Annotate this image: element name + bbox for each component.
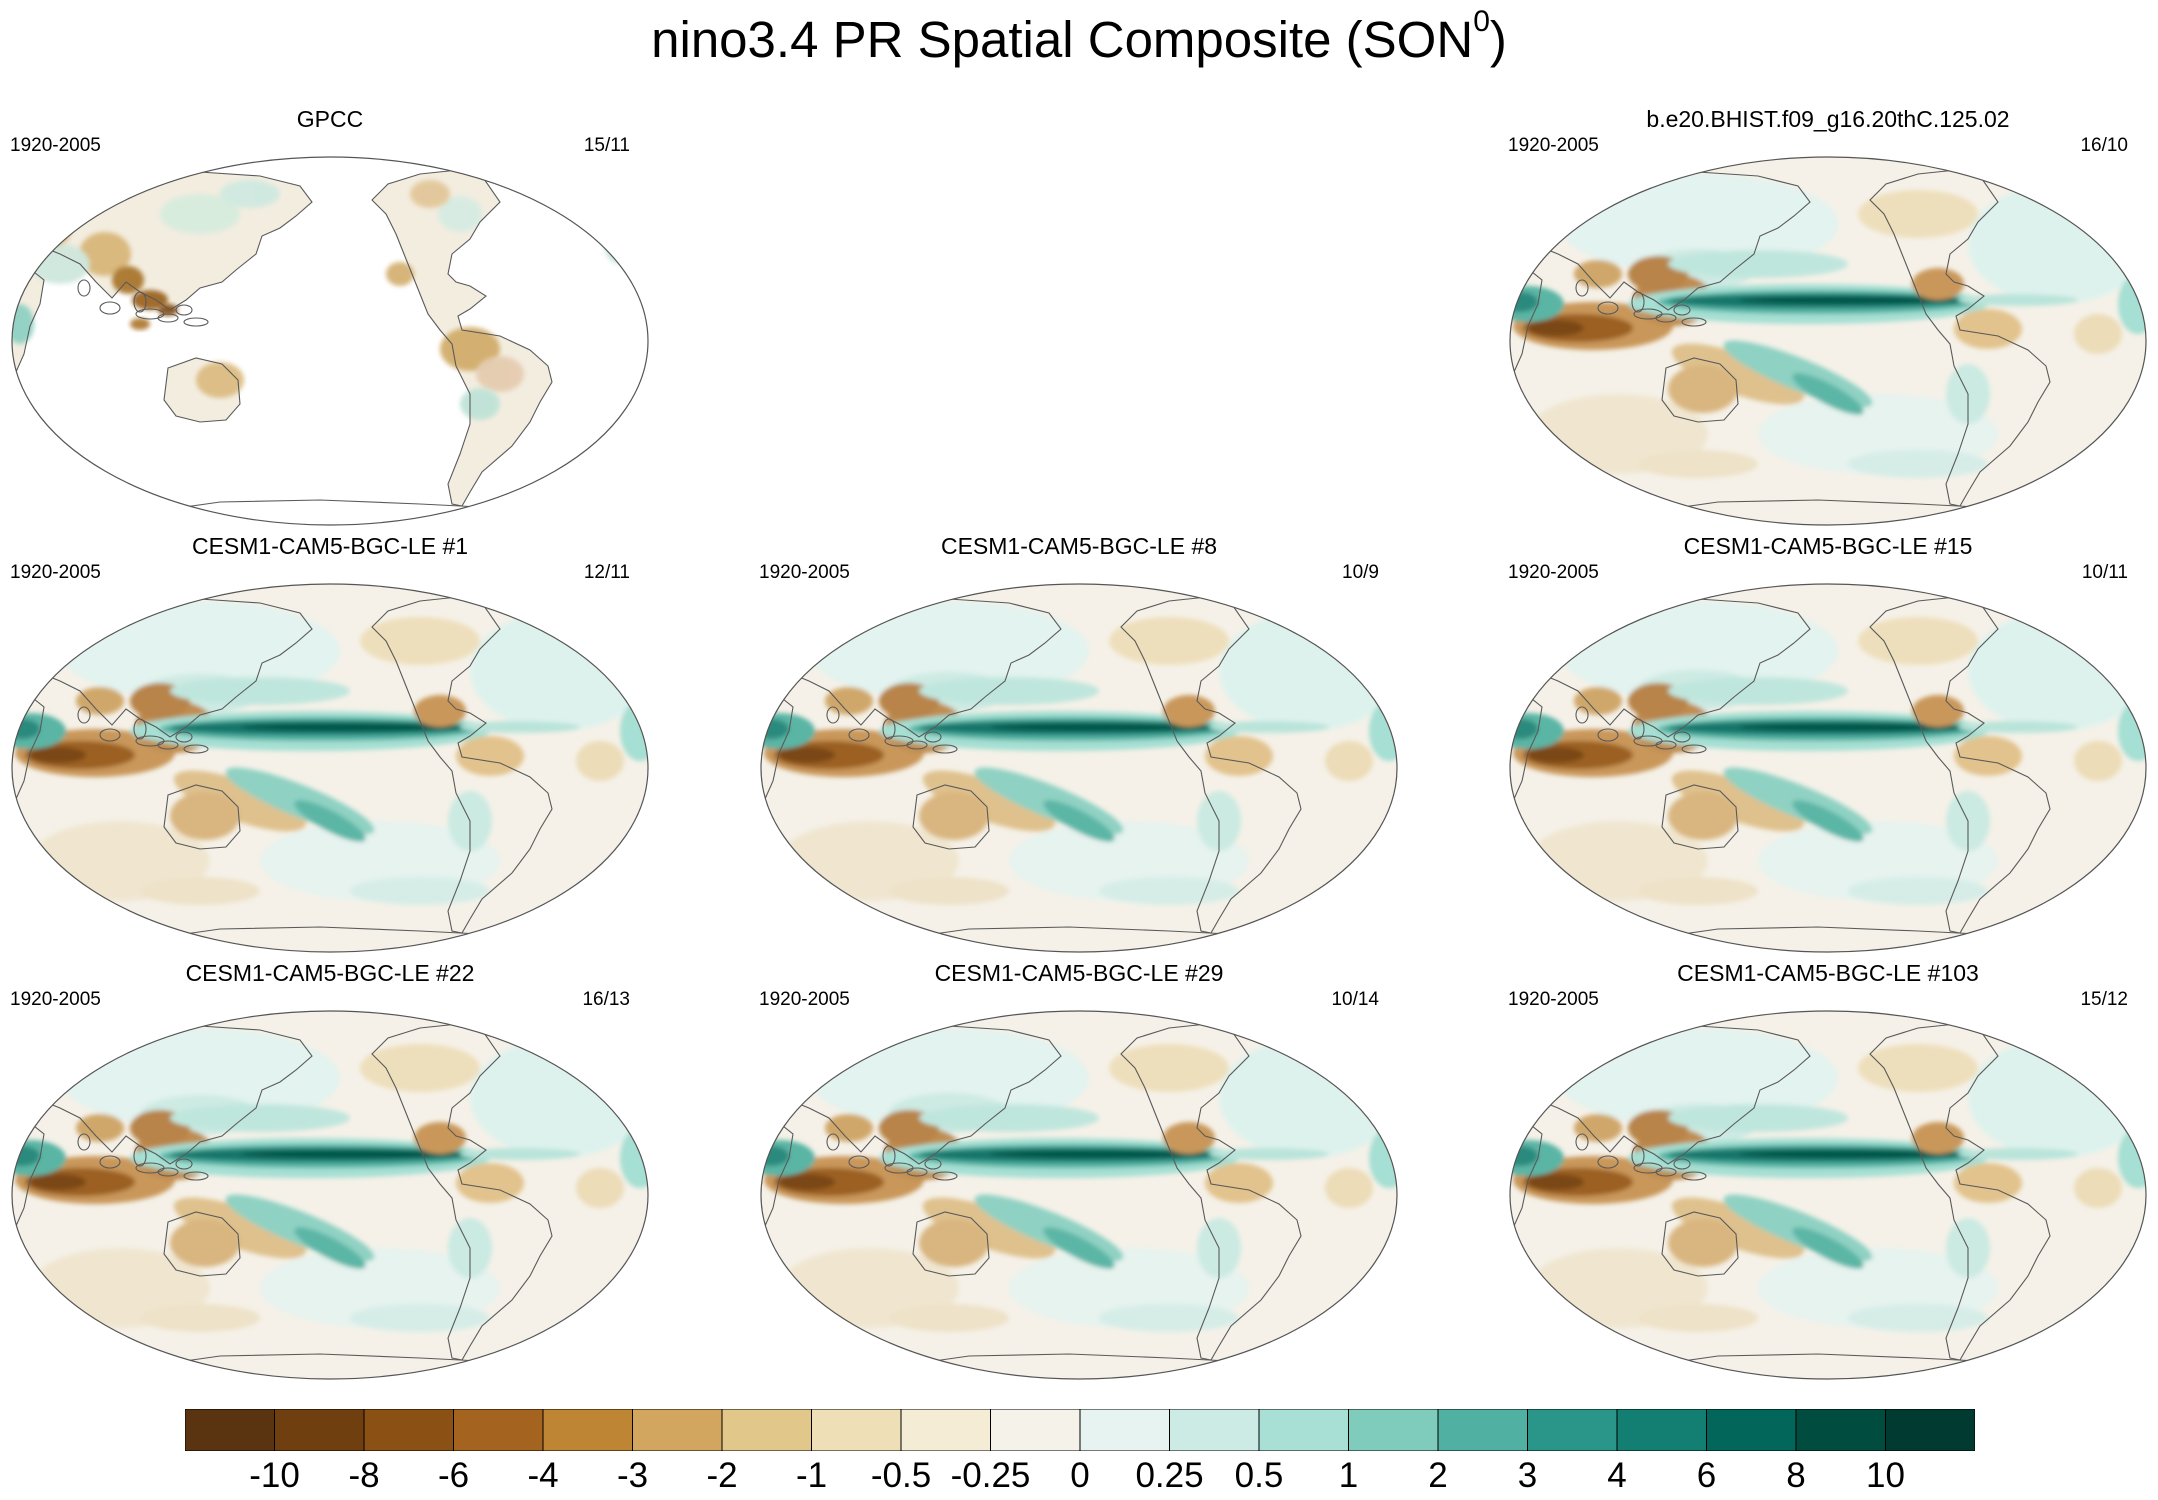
colorbar-swatch — [542, 1409, 633, 1451]
colorbar-tick-label: 0 — [1070, 1456, 1090, 1495]
colorbar-tick-label: 1 — [1338, 1456, 1359, 1495]
panel-title: CESM1-CAM5-BGC-LE #29 — [934, 960, 1224, 986]
world-map-le22 — [11, 1010, 649, 1380]
panel-period: 1920-2005 — [10, 989, 101, 1010]
map-boundary — [1509, 156, 2147, 526]
panel-title: CESM1-CAM5-BGC-LE #103 — [1677, 960, 1979, 986]
colorbar-tick-label: 8 — [1786, 1456, 1806, 1495]
map-panel-le1: CESM1-CAM5-BGC-LE #1 1920-2005 12/11 — [0, 531, 660, 957]
panel-period: 1920-2005 — [1508, 989, 1599, 1010]
colorbar-tick-label: 4 — [1607, 1456, 1627, 1495]
colorbar-swatch — [632, 1409, 723, 1451]
panel-period: 1920-2005 — [759, 989, 850, 1010]
colorbar-swatch — [990, 1409, 1081, 1451]
map-panel-le103: CESM1-CAM5-BGC-LE #103 1920-2005 15/12 — [1498, 958, 2158, 1384]
colorbar-swatch — [1885, 1409, 1975, 1451]
figure-title-text: nino3.4 PR Spatial Composite (SON — [651, 11, 1474, 68]
colorbar-swatch — [1795, 1409, 1886, 1451]
colorbar-tick-label: 2 — [1428, 1456, 1448, 1495]
colorbar-swatch — [1079, 1409, 1170, 1451]
map-panel-le22: CESM1-CAM5-BGC-LE #22 1920-2005 16/13 — [0, 958, 660, 1384]
panel-count: 16/13 — [582, 989, 630, 1010]
anomaly-field — [12, 601, 648, 905]
panel-period: 1920-2005 — [1508, 135, 1599, 156]
map-boundary — [1509, 1010, 2147, 1380]
panel-count: 10/14 — [1331, 989, 1379, 1010]
map-boundary — [1509, 583, 2147, 953]
map-boundary — [760, 583, 1398, 953]
colorbar-swatch — [1348, 1409, 1439, 1451]
colorbar-tick-label: -6 — [437, 1456, 470, 1495]
colorbar-tick-label: -10 — [249, 1456, 300, 1495]
world-map-gpcc — [11, 156, 649, 526]
colorbar-swatch — [1258, 1409, 1349, 1451]
panel-period: 1920-2005 — [10, 135, 101, 156]
map-boundary — [11, 583, 649, 953]
world-map-le29 — [760, 1010, 1398, 1380]
colorbar-swatch — [1706, 1409, 1797, 1451]
map-panel-bhist: b.e20.BHIST.f09_g16.20thC.125.02 1920-20… — [1498, 104, 2158, 530]
panel-period: 1920-2005 — [10, 562, 101, 583]
colorbar-tick-label: -3 — [616, 1456, 649, 1495]
colorbar-tick-label: 0.5 — [1234, 1456, 1284, 1495]
figure-title-end: ) — [1489, 11, 1507, 68]
colorbar-swatch — [363, 1409, 454, 1451]
panel-title: CESM1-CAM5-BGC-LE #22 — [185, 960, 475, 986]
anomaly-field — [761, 1028, 1397, 1332]
map-boundary — [760, 1010, 1398, 1380]
anomaly-field — [1510, 1028, 2146, 1332]
colorbar-swatch — [900, 1409, 991, 1451]
anomaly-field — [1510, 601, 2146, 905]
world-map-le15 — [1509, 583, 2147, 953]
colorbar-swatch — [811, 1409, 902, 1451]
colorbar-tick-label: -2 — [706, 1456, 738, 1495]
panel-title: CESM1-CAM5-BGC-LE #15 — [1683, 533, 1973, 559]
world-map-le1 — [11, 583, 649, 953]
colorbar — [185, 1409, 1975, 1451]
colorbar-swatch — [1437, 1409, 1528, 1451]
colorbar-tick-label: -0.25 — [950, 1456, 1031, 1495]
colorbar-tick-label: 6 — [1696, 1456, 1717, 1495]
colorbar-tick-label: -4 — [527, 1456, 559, 1495]
panel-period: 1920-2005 — [1508, 562, 1599, 583]
panel-count: 15/12 — [2080, 989, 2128, 1010]
panel-count: 10/9 — [1342, 562, 1379, 583]
colorbar-tick-label: -8 — [348, 1456, 380, 1495]
map-panel-gpcc: GPCC 1920-2005 15/11 — [0, 104, 660, 530]
anomaly-field — [1510, 174, 2146, 478]
colorbar-swatch — [721, 1409, 812, 1451]
colorbar-swatch — [1169, 1409, 1260, 1451]
colorbar-tick-label: 3 — [1517, 1456, 1538, 1495]
map-panel-le8: CESM1-CAM5-BGC-LE #8 1920-2005 10/9 — [749, 531, 1409, 957]
colorbar-tick-label: -1 — [795, 1456, 828, 1495]
colorbar-swatch — [185, 1409, 275, 1451]
panel-count: 10/11 — [2081, 562, 2128, 583]
map-boundary — [11, 1010, 649, 1380]
colorbar-tick-label: -0.5 — [870, 1456, 932, 1495]
panel-title: b.e20.BHIST.f09_g16.20thC.125.02 — [1646, 106, 2010, 132]
panel-period: 1920-2005 — [759, 562, 850, 583]
panel-count: 15/11 — [583, 135, 630, 156]
panel-count: 16/10 — [2080, 135, 2128, 156]
colorbar-swatch — [1616, 1409, 1707, 1451]
colorbar-swatch — [274, 1409, 365, 1451]
world-map-bhist — [1509, 156, 2147, 526]
world-map-le103 — [1509, 1010, 2147, 1380]
colorbar-swatch — [453, 1409, 544, 1451]
map-boundary — [11, 156, 649, 526]
panel-title: GPCC — [296, 106, 364, 132]
figure-title-superscript: 0 — [1473, 5, 1490, 38]
colorbar-swatch — [1527, 1409, 1618, 1451]
figure-title: nino3.4 PR Spatial Composite (SON0) — [0, 5, 2158, 72]
panel-title: CESM1-CAM5-BGC-LE #1 — [191, 533, 469, 559]
map-panel-le29: CESM1-CAM5-BGC-LE #29 1920-2005 10/14 — [749, 958, 1409, 1384]
panel-count: 12/11 — [583, 562, 630, 583]
panel-title: CESM1-CAM5-BGC-LE #8 — [940, 533, 1218, 559]
colorbar-tick-label: 0.25 — [1135, 1456, 1204, 1495]
map-panel-le15: CESM1-CAM5-BGC-LE #15 1920-2005 10/11 — [1498, 531, 2158, 957]
world-map-le8 — [760, 583, 1398, 953]
colorbar-tick-label: 10 — [1866, 1456, 1905, 1495]
